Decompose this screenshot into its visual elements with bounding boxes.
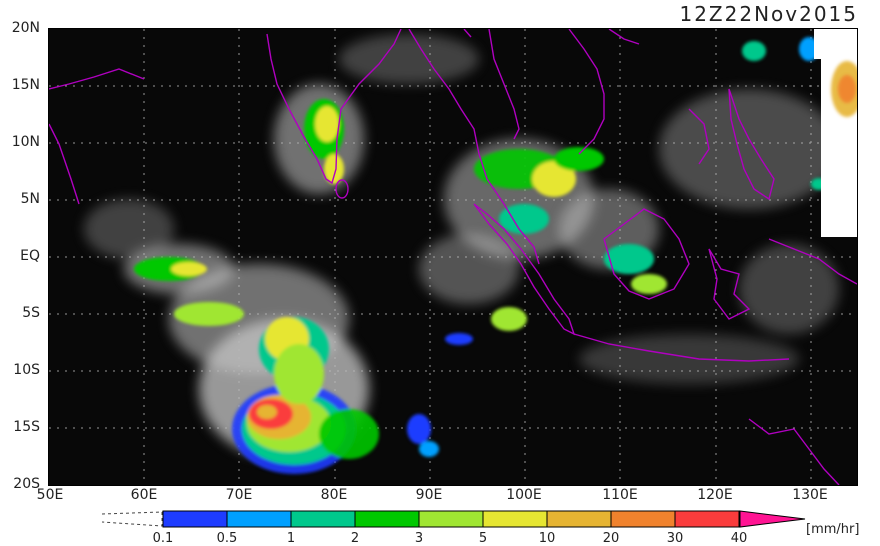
legend-value-20: 20 [602, 531, 620, 546]
lon-label-100e: 100E [506, 487, 542, 503]
legend-swatch-2 [354, 510, 420, 528]
legend-value-10: 10 [538, 531, 556, 546]
lon-label-50e: 50E [36, 487, 64, 503]
legend-value-0.1: 0.1 [152, 531, 174, 546]
lon-label-70e: 70E [225, 487, 253, 503]
legend-value-40: 40 [730, 531, 748, 546]
lat-label-15n: 15N [11, 77, 40, 93]
lon-label-120e: 120E [697, 487, 733, 503]
legend-value-0.5: 0.5 [216, 531, 238, 546]
legend-value-5: 5 [478, 531, 488, 546]
coastlines [49, 29, 857, 485]
lat-label-10n: 10N [11, 134, 40, 150]
legend-value-30: 30 [666, 531, 684, 546]
legend-colorbar [101, 510, 806, 528]
rainfall-map-canvas [49, 29, 857, 485]
lat-lon-grid [49, 29, 857, 485]
legend-swatch-1 [290, 510, 356, 528]
legend-value-1: 1 [286, 531, 296, 546]
map-timestamp: 12Z22Nov2015 [679, 2, 858, 26]
lat-label-15s: 15S [13, 419, 40, 435]
legend-swatch-0.5 [226, 510, 292, 528]
legend-unit: [mm/hr] [806, 522, 860, 537]
lat-label-5s: 5S [22, 305, 40, 321]
lon-label-90e: 90E [415, 487, 443, 503]
lon-label-130e: 130E [792, 487, 828, 503]
lon-label-80e: 80E [320, 487, 348, 503]
lat-label-20n: 20N [11, 20, 40, 36]
legend-swatch-10 [546, 510, 612, 528]
lat-label-5n: 5N [20, 191, 40, 207]
legend-swatch-0.1 [162, 510, 228, 528]
legend-value-3: 3 [414, 531, 424, 546]
legend-swatch-40 [739, 510, 806, 528]
rain-rate-legend: 0.1 0.5 1 2 3 5 10 20 30 40 [mm/hr] [100, 508, 880, 546]
lat-label-20s: 20S [13, 476, 40, 492]
legend-swatch-3 [418, 510, 484, 528]
lon-label-60e: 60E [130, 487, 158, 503]
legend-swatch-20 [610, 510, 676, 528]
lat-label-eq: EQ [20, 248, 40, 264]
legend-swatch-5 [482, 510, 548, 528]
lat-label-10s: 10S [13, 362, 40, 378]
legend-value-2: 2 [350, 531, 360, 546]
legend-swatch-30 [674, 510, 740, 528]
lon-label-110e: 110E [602, 487, 638, 503]
rainfall-map [48, 28, 858, 486]
